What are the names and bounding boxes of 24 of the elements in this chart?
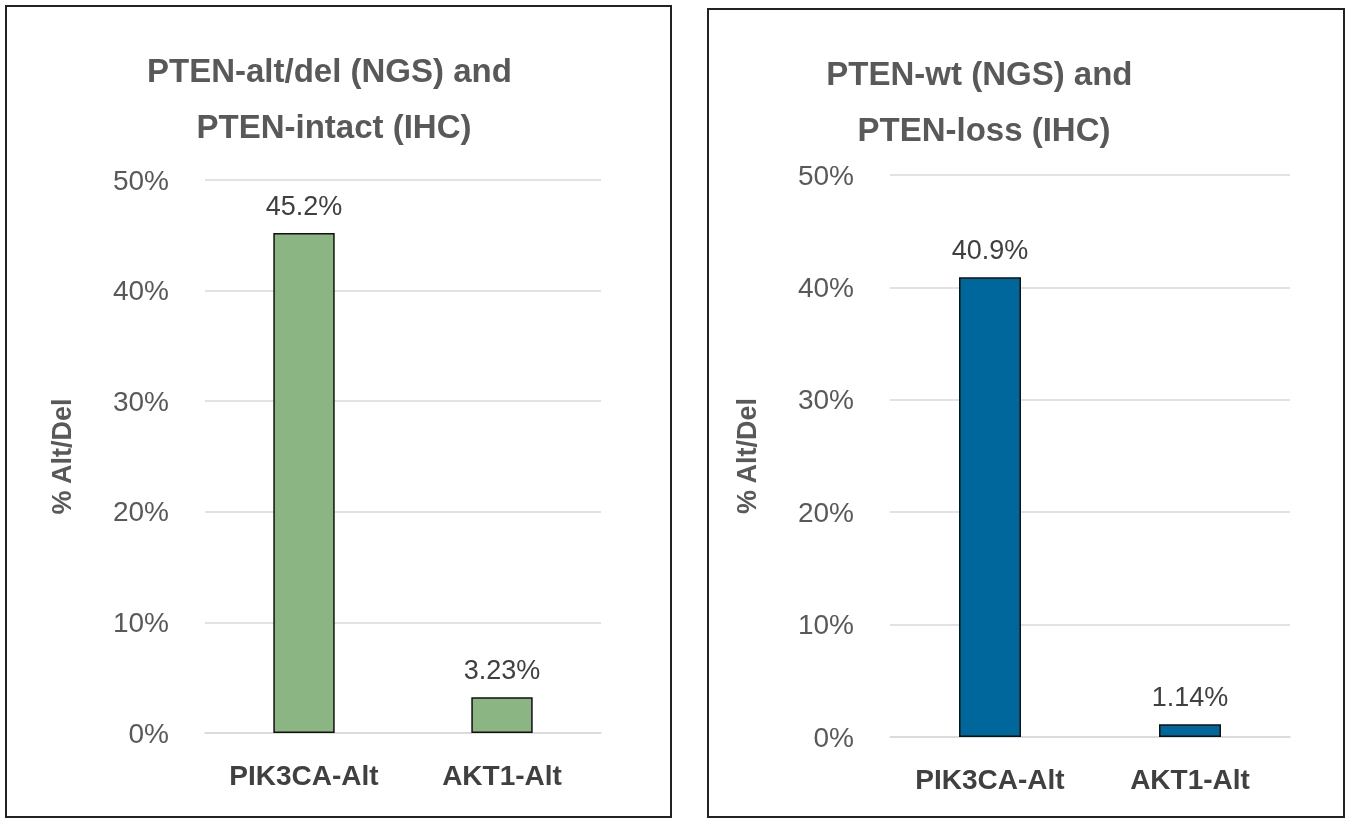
y-tick-label: 10% xyxy=(112,606,169,638)
y-tick-label: 0% xyxy=(128,717,169,749)
y-tick-label: 50% xyxy=(797,159,854,191)
chart-title: PTEN-wt (NGS) and PTEN-loss (IHC) xyxy=(826,54,1142,148)
data-label: 3.23% xyxy=(463,654,541,685)
y-tick-label: 0% xyxy=(813,721,854,753)
y-tick-label: 10% xyxy=(797,609,854,641)
y-axis-title: % Alt/Del xyxy=(46,398,77,515)
x-tick-label: PIK3CA-Alt xyxy=(915,763,1065,795)
y-tick-label: 30% xyxy=(112,385,169,417)
data-label: 45.2% xyxy=(265,190,343,221)
y-axis-title: % Alt/Del xyxy=(731,397,762,515)
y-tick-label: 30% xyxy=(797,384,854,416)
data-label: 1.14% xyxy=(1151,681,1229,712)
x-tick-label: PIK3CA-Alt xyxy=(229,759,379,791)
x-tick-label: AKT1-Alt xyxy=(442,759,562,791)
data-label: 40.9% xyxy=(951,234,1029,265)
y-tick-label: 50% xyxy=(112,164,169,196)
y-tick-label: 40% xyxy=(112,275,169,307)
y-tick-label: 20% xyxy=(797,496,854,528)
chart-title: PTEN-alt/del (NGS) and PTEN-intact (IHC) xyxy=(146,51,522,145)
y-tick-label: 20% xyxy=(112,496,169,528)
x-tick-label: AKT1-Alt xyxy=(1130,763,1250,795)
y-tick-label: 40% xyxy=(797,271,854,303)
